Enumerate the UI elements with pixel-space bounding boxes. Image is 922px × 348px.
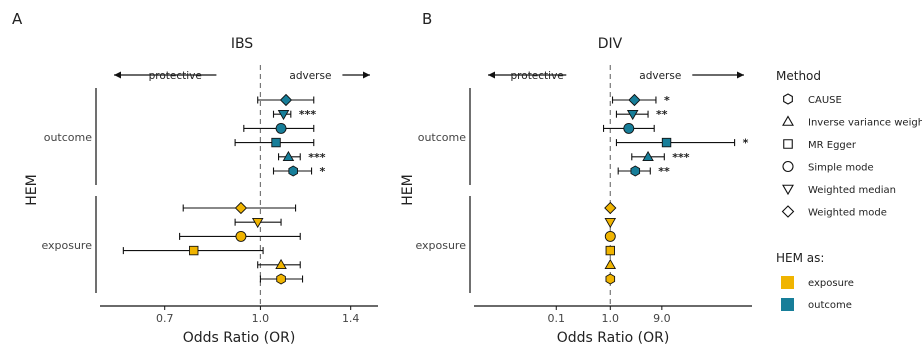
- point-exposure-cause: [276, 273, 286, 285]
- point-outcome-simple-mode: [275, 123, 287, 134]
- legend-method-label: Weighted mode: [808, 208, 887, 219]
- significance-label: ***: [308, 151, 326, 164]
- legend-method-label: MR Egger: [808, 140, 857, 151]
- legend-shape-hexagon: [783, 93, 793, 105]
- point-exposure-mr-egger: [605, 245, 615, 256]
- panel-b: B DIV protective adverse outcome exposure HEM 0…: [400, 10, 752, 346]
- legend-method-label: Simple mode: [808, 163, 874, 174]
- panel-letter: A: [12, 10, 23, 28]
- panel-a: A IBS protective adverse outcome exposure HEM 0…: [12, 10, 378, 346]
- legend-shape-triangle-up: [782, 115, 794, 126]
- point-outcome-weighted-mode: [628, 93, 641, 107]
- point-outcome-inverse-variance-weighted: [642, 150, 654, 161]
- x-axis-title: Odds Ratio (OR): [183, 330, 296, 346]
- adverse-arrow-head: [363, 71, 370, 79]
- adverse-label: adverse: [639, 70, 681, 82]
- legend-shape-circle: [782, 161, 794, 172]
- x-tick-label: 1.0: [252, 312, 270, 325]
- y-axis-label: HEM: [24, 174, 40, 205]
- y-group-label-outcome: outcome: [418, 131, 467, 144]
- adverse-arrow-head: [737, 71, 744, 79]
- significance-label: *: [743, 137, 749, 150]
- legend-color-label: exposure: [808, 278, 854, 289]
- x-tick-label: 1.4: [342, 312, 360, 325]
- legend-color-title: HEM as:: [776, 251, 824, 265]
- point-outcome-weighted-mode: [279, 93, 293, 107]
- panel-title: DIV: [598, 36, 623, 52]
- point-exposure-inverse-variance-weighted: [275, 258, 287, 269]
- point-exposure-weighted-mode: [604, 201, 617, 215]
- point-exposure-inverse-variance-weighted: [604, 258, 617, 269]
- x-tick-label: 1.0: [602, 312, 620, 325]
- significance-label: *: [320, 165, 326, 178]
- point-outcome-weighted-median: [277, 110, 290, 121]
- point-outcome-simple-mode: [623, 123, 635, 134]
- legend-method-title: Method: [776, 69, 821, 83]
- y-group-label-outcome: outcome: [44, 131, 93, 144]
- legend: Method CAUSE Inverse variance weighted MR E…: [776, 69, 922, 311]
- panel-letter: B: [422, 10, 432, 28]
- point-outcome-mr-egger: [661, 137, 672, 148]
- legend-shape-square: [783, 139, 793, 149]
- legend-method-label: CAUSE: [808, 95, 842, 106]
- point-exposure-mr-egger: [189, 245, 199, 256]
- point-outcome-cause: [288, 165, 298, 177]
- legend-swatch-exposure: [781, 276, 794, 289]
- x-tick-label: 9.0: [653, 312, 671, 325]
- point-exposure-weighted-mode: [234, 201, 248, 215]
- x-tick-label: 0.1: [548, 312, 566, 325]
- protective-arrow-head: [114, 71, 121, 79]
- significance-label: ***: [672, 151, 690, 164]
- point-outcome-weighted-median: [626, 110, 639, 121]
- significance-label: ***: [299, 108, 317, 121]
- legend-shape-diamond: [781, 205, 795, 218]
- protective-label: protective: [511, 70, 564, 82]
- panel-title: IBS: [231, 36, 253, 52]
- y-group-label-exposure: exposure: [41, 239, 92, 252]
- point-outcome-mr-egger: [271, 137, 281, 148]
- protective-label: protective: [149, 70, 202, 82]
- protective-arrow-head: [488, 71, 495, 79]
- legend-method-label: Inverse variance weighted: [808, 118, 922, 129]
- point-exposure-simple-mode: [604, 231, 616, 242]
- point-exposure-cause: [605, 273, 616, 285]
- significance-label: *: [664, 94, 670, 107]
- point-outcome-cause: [630, 165, 641, 177]
- adverse-label: adverse: [289, 70, 331, 82]
- significance-label: **: [658, 165, 670, 178]
- point-outcome-inverse-variance-weighted: [282, 150, 295, 161]
- point-exposure-simple-mode: [235, 231, 247, 242]
- legend-swatch-outcome: [781, 298, 794, 311]
- y-axis-label: HEM: [400, 174, 416, 205]
- x-axis-title: Odds Ratio (OR): [557, 330, 670, 346]
- point-exposure-weighted-median: [251, 218, 264, 229]
- significance-label: **: [656, 108, 668, 121]
- x-tick-label: 0.7: [156, 312, 174, 325]
- y-group-label-exposure: exposure: [415, 239, 466, 252]
- point-exposure-weighted-median: [604, 218, 617, 229]
- legend-color-label: outcome: [808, 300, 852, 311]
- legend-method-label: Weighted median: [808, 185, 896, 196]
- legend-shape-triangle-down: [782, 184, 794, 196]
